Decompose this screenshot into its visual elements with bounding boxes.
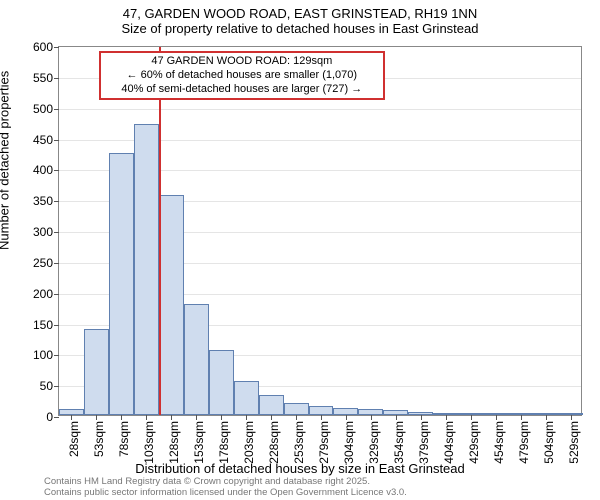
y-tick-label: 150 bbox=[33, 318, 59, 332]
footer-line-2: Contains public sector information licen… bbox=[44, 488, 407, 498]
x-tick-mark bbox=[546, 415, 547, 420]
x-tick-mark bbox=[396, 415, 397, 420]
x-tick-label: 203sqm bbox=[242, 421, 256, 464]
annotation-line-3: 40% of semi-detached houses are larger (… bbox=[105, 83, 379, 97]
y-tick-label: 300 bbox=[33, 225, 59, 239]
chart-plot-area: 05010015020025030035040045050055060028sq… bbox=[58, 46, 582, 416]
y-tick-label: 450 bbox=[33, 133, 59, 147]
y-tick-label: 400 bbox=[33, 163, 59, 177]
x-tick-mark bbox=[246, 415, 247, 420]
x-tick-label: 178sqm bbox=[217, 421, 231, 464]
chart-title: 47, GARDEN WOOD ROAD, EAST GRINSTEAD, RH… bbox=[0, 0, 600, 21]
footer-line-1: Contains HM Land Registry data © Crown c… bbox=[44, 477, 407, 487]
y-axis-label: Number of detached properties bbox=[0, 71, 12, 250]
histogram-bar bbox=[159, 195, 184, 415]
x-tick-mark bbox=[421, 415, 422, 420]
y-tick-label: 600 bbox=[33, 40, 59, 54]
x-tick-mark bbox=[196, 415, 197, 420]
x-tick-label: 454sqm bbox=[492, 421, 506, 464]
x-tick-label: 379sqm bbox=[417, 421, 431, 464]
x-tick-mark bbox=[321, 415, 322, 420]
x-tick-label: 103sqm bbox=[142, 421, 156, 464]
x-tick-mark bbox=[221, 415, 222, 420]
x-tick-label: 253sqm bbox=[292, 421, 306, 464]
histogram-bar bbox=[109, 153, 134, 415]
x-tick-label: 53sqm bbox=[92, 421, 106, 457]
x-tick-label: 529sqm bbox=[567, 421, 581, 464]
histogram-bar bbox=[309, 406, 334, 415]
x-tick-mark bbox=[446, 415, 447, 420]
x-tick-label: 28sqm bbox=[67, 421, 81, 457]
x-tick-mark bbox=[146, 415, 147, 420]
x-tick-mark bbox=[271, 415, 272, 420]
histogram-bar bbox=[259, 395, 284, 415]
y-tick-label: 350 bbox=[33, 194, 59, 208]
histogram-bar bbox=[234, 381, 259, 415]
y-tick-label: 0 bbox=[46, 410, 59, 424]
histogram-bar bbox=[209, 350, 234, 415]
x-axis-label: Distribution of detached houses by size … bbox=[0, 461, 600, 476]
x-tick-label: 354sqm bbox=[392, 421, 406, 464]
x-tick-label: 78sqm bbox=[117, 421, 131, 457]
x-tick-mark bbox=[371, 415, 372, 420]
histogram-bar bbox=[84, 329, 109, 415]
x-tick-mark bbox=[521, 415, 522, 420]
histogram-bar bbox=[184, 304, 209, 415]
x-tick-mark bbox=[71, 415, 72, 420]
y-tick-label: 550 bbox=[33, 71, 59, 85]
y-tick-label: 100 bbox=[33, 348, 59, 362]
x-tick-mark bbox=[121, 415, 122, 420]
x-tick-label: 479sqm bbox=[517, 421, 531, 464]
x-tick-label: 153sqm bbox=[192, 421, 206, 464]
y-tick-label: 50 bbox=[40, 379, 59, 393]
y-tick-label: 250 bbox=[33, 256, 59, 270]
y-tick-label: 200 bbox=[33, 287, 59, 301]
x-tick-label: 304sqm bbox=[342, 421, 356, 464]
histogram-bar bbox=[333, 408, 358, 415]
x-tick-mark bbox=[171, 415, 172, 420]
x-tick-mark bbox=[496, 415, 497, 420]
chart-footer: Contains HM Land Registry data © Crown c… bbox=[44, 477, 407, 498]
marker-line bbox=[159, 47, 161, 415]
x-tick-label: 329sqm bbox=[367, 421, 381, 464]
x-tick-label: 228sqm bbox=[267, 421, 281, 464]
x-tick-mark bbox=[346, 415, 347, 420]
x-tick-mark bbox=[296, 415, 297, 420]
grid-line bbox=[59, 109, 581, 110]
chart-subtitle: Size of property relative to detached ho… bbox=[0, 21, 600, 36]
x-tick-label: 279sqm bbox=[317, 421, 331, 464]
histogram-bar bbox=[134, 124, 159, 415]
annotation-line-1: 47 GARDEN WOOD ROAD: 129sqm bbox=[105, 55, 379, 69]
x-tick-label: 128sqm bbox=[167, 421, 181, 464]
x-tick-label: 504sqm bbox=[542, 421, 556, 464]
annotation-line-2: ← 60% of detached houses are smaller (1,… bbox=[105, 69, 379, 83]
x-tick-mark bbox=[471, 415, 472, 420]
x-tick-label: 404sqm bbox=[442, 421, 456, 464]
y-tick-label: 500 bbox=[33, 102, 59, 116]
histogram-bar bbox=[284, 403, 309, 415]
annotation-box: 47 GARDEN WOOD ROAD: 129sqm← 60% of deta… bbox=[99, 51, 385, 100]
x-tick-mark bbox=[96, 415, 97, 420]
x-tick-mark bbox=[571, 415, 572, 420]
x-tick-label: 429sqm bbox=[467, 421, 481, 464]
